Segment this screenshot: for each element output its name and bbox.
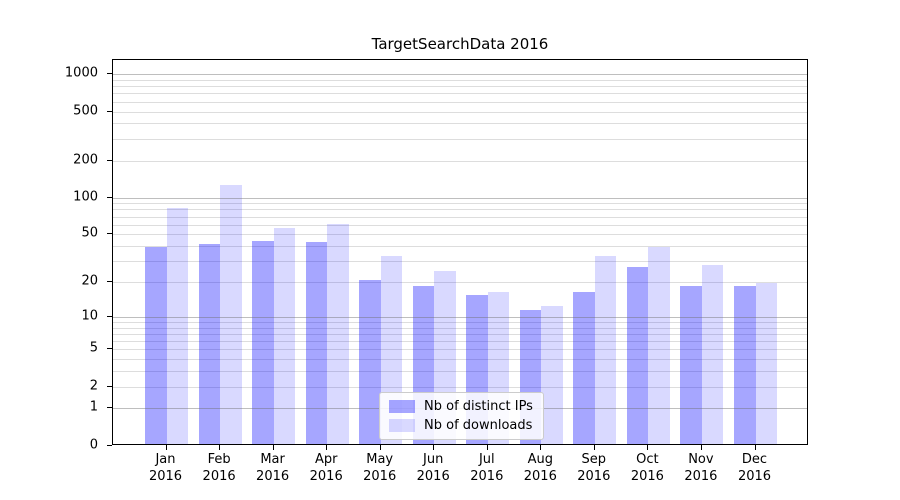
y-tick-mark	[107, 110, 112, 112]
y-tick-mark	[107, 407, 112, 409]
bar-distinct-ips-dec	[734, 285, 756, 444]
gridline-minor	[113, 209, 807, 211]
gridline-minor	[113, 93, 807, 95]
y-tick-mark	[107, 444, 112, 446]
x-tick-mark	[754, 445, 756, 450]
x-tick-label: Jul 2016	[470, 452, 504, 484]
gridline-minor	[113, 224, 807, 226]
legend-swatch-distinct-ips	[389, 400, 415, 413]
gridline-minor	[113, 79, 807, 81]
x-tick-label: Oct 2016	[630, 452, 664, 484]
bar-downloads-aug	[541, 306, 563, 444]
x-tick-label: Apr 2016	[309, 452, 343, 484]
y-tick-mark	[107, 385, 112, 387]
gridline-minor	[113, 111, 807, 113]
x-tick-label: Jan 2016	[148, 452, 183, 484]
gridline-major	[113, 74, 807, 76]
y-tick-label: 10	[81, 308, 98, 324]
bar-downloads-apr	[327, 223, 349, 444]
y-tick-mark	[107, 315, 112, 317]
y-tick-label: 1	[89, 399, 98, 415]
y-tick-label: 2	[89, 378, 98, 394]
x-tick-mark	[219, 445, 221, 450]
x-tick-mark	[433, 445, 435, 450]
y-tick-mark	[107, 73, 112, 75]
x-tick-label: Sep 2016	[577, 452, 611, 484]
bar-distinct-ips-jan	[145, 247, 167, 444]
x-tick-label: Mar 2016	[256, 452, 290, 484]
y-tick-mark	[107, 159, 112, 161]
gridline-minor	[113, 138, 807, 140]
bar-distinct-ips-apr	[305, 241, 328, 444]
bar-downloads-feb	[220, 185, 242, 444]
x-tick-mark	[486, 445, 488, 450]
x-tick-label: Nov 2016	[684, 452, 718, 484]
gridline-minor	[113, 101, 807, 103]
bar-distinct-ips-oct	[626, 266, 649, 444]
x-tick-mark	[272, 445, 274, 450]
plot-area: Nb of distinct IPs Nb of downloads	[112, 59, 808, 445]
x-tick-label: May 2016	[363, 452, 397, 484]
bar-distinct-ips-feb	[198, 244, 221, 444]
y-tick-mark	[107, 196, 112, 198]
legend-label-distinct-ips: Nb of distinct IPs	[424, 399, 533, 414]
x-tick-mark	[379, 445, 381, 450]
x-tick-mark	[593, 445, 595, 450]
x-tick-label: Feb 2016	[202, 452, 236, 484]
bar-downloads-mar	[273, 227, 296, 444]
x-tick-label: Dec 2016	[737, 452, 772, 484]
bar-downloads-jan	[166, 208, 188, 444]
legend-swatch-downloads	[389, 419, 415, 432]
x-tick-mark	[540, 445, 542, 450]
chart-title: TargetSearchData 2016	[371, 35, 549, 53]
gridline-minor	[113, 203, 807, 205]
bar-distinct-ips-mar	[252, 240, 274, 444]
bar-downloads-oct	[648, 247, 670, 444]
bar-downloads-sep	[594, 256, 617, 444]
x-tick-mark	[165, 445, 167, 450]
y-tick-label: 20	[81, 273, 98, 289]
bar-distinct-ips-may	[359, 280, 381, 444]
gridline-minor	[113, 160, 807, 162]
legend-entry-distinct-ips: Nb of distinct IPs	[389, 399, 533, 414]
bar-downloads-nov	[701, 264, 724, 444]
bar-downloads-dec	[755, 282, 777, 444]
bar-distinct-ips-nov	[680, 285, 702, 444]
legend: Nb of distinct IPs Nb of downloads	[379, 392, 544, 440]
y-tick-label: 100	[73, 189, 98, 205]
y-tick-mark	[107, 348, 112, 350]
x-tick-mark	[326, 445, 328, 450]
y-tick-label: 200	[73, 152, 98, 168]
x-tick-mark	[700, 445, 702, 450]
x-tick-label: Aug 2016	[523, 452, 557, 484]
y-tick-mark	[107, 233, 112, 235]
y-tick-label: 1000	[64, 65, 98, 81]
legend-label-downloads: Nb of downloads	[424, 418, 533, 433]
y-tick-mark	[107, 281, 112, 282]
y-tick-label: 50	[81, 225, 98, 241]
x-tick-label: Jun 2016	[416, 452, 450, 484]
gridline-minor	[113, 216, 807, 218]
legend-entry-downloads: Nb of downloads	[389, 418, 533, 433]
gridline-minor	[113, 123, 807, 125]
x-tick-mark	[647, 445, 649, 450]
gridline-minor	[113, 234, 807, 236]
gridline-major	[113, 197, 807, 199]
y-tick-label: 5	[89, 340, 98, 356]
y-tick-label: 0	[89, 437, 98, 453]
gridline-minor	[113, 86, 807, 88]
bar-distinct-ips-sep	[573, 291, 595, 444]
y-tick-label: 500	[73, 103, 98, 118]
